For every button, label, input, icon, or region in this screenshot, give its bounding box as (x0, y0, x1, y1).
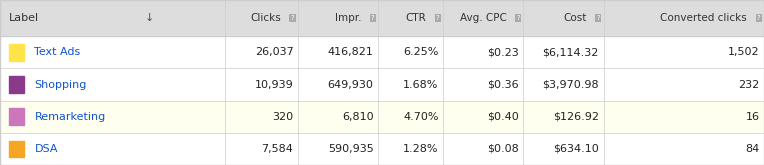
Bar (0, 101, 764, 133)
Text: ?: ? (757, 15, 760, 21)
Text: $3,970.98: $3,970.98 (542, 80, 599, 90)
Text: Impr.: Impr. (335, 13, 361, 23)
Text: 7,584: 7,584 (261, 144, 293, 154)
Text: DSA: DSA (34, 144, 58, 154)
Bar (9, 108, 24, 125)
Bar (9, 141, 24, 157)
Bar (9, 44, 24, 61)
Bar (0, 133, 764, 165)
Text: 416,821: 416,821 (328, 47, 374, 57)
Text: $634.10: $634.10 (553, 144, 599, 154)
Text: 10,939: 10,939 (254, 80, 293, 90)
Text: ?: ? (371, 15, 374, 21)
Text: 649,930: 649,930 (328, 80, 374, 90)
Text: ?: ? (597, 15, 600, 21)
Text: 1.68%: 1.68% (403, 80, 439, 90)
Text: $0.08: $0.08 (487, 144, 519, 154)
Text: 6.25%: 6.25% (403, 47, 439, 57)
Text: $6,114.32: $6,114.32 (542, 47, 599, 57)
Text: Cost: Cost (563, 13, 587, 23)
Text: $126.92: $126.92 (553, 112, 599, 122)
Text: 4.70%: 4.70% (403, 112, 439, 122)
Text: Converted clicks: Converted clicks (660, 13, 747, 23)
Text: $0.36: $0.36 (487, 80, 519, 90)
Text: 320: 320 (272, 112, 293, 122)
Text: Label: Label (9, 13, 39, 23)
Text: Text Ads: Text Ads (34, 47, 81, 57)
Text: 26,037: 26,037 (254, 47, 293, 57)
Text: ?: ? (516, 15, 520, 21)
Text: ?: ? (436, 15, 439, 21)
Text: 6,810: 6,810 (342, 112, 374, 122)
Bar (0, 36, 764, 68)
Text: $0.23: $0.23 (487, 47, 519, 57)
Text: 1.28%: 1.28% (403, 144, 439, 154)
Text: 590,935: 590,935 (328, 144, 374, 154)
Text: Shopping: Shopping (34, 80, 87, 90)
Bar (0, 0, 764, 36)
Text: 232: 232 (738, 80, 759, 90)
Text: 84: 84 (745, 144, 759, 154)
Text: ↓: ↓ (144, 13, 154, 23)
Text: $0.40: $0.40 (487, 112, 519, 122)
Text: 16: 16 (746, 112, 759, 122)
Text: Clicks: Clicks (251, 13, 281, 23)
Text: CTR: CTR (406, 13, 426, 23)
Bar (9, 76, 24, 93)
Text: ?: ? (291, 15, 294, 21)
Bar (0, 68, 764, 101)
Text: Avg. CPC: Avg. CPC (460, 13, 507, 23)
Text: 1,502: 1,502 (728, 47, 759, 57)
Text: Remarketing: Remarketing (34, 112, 105, 122)
